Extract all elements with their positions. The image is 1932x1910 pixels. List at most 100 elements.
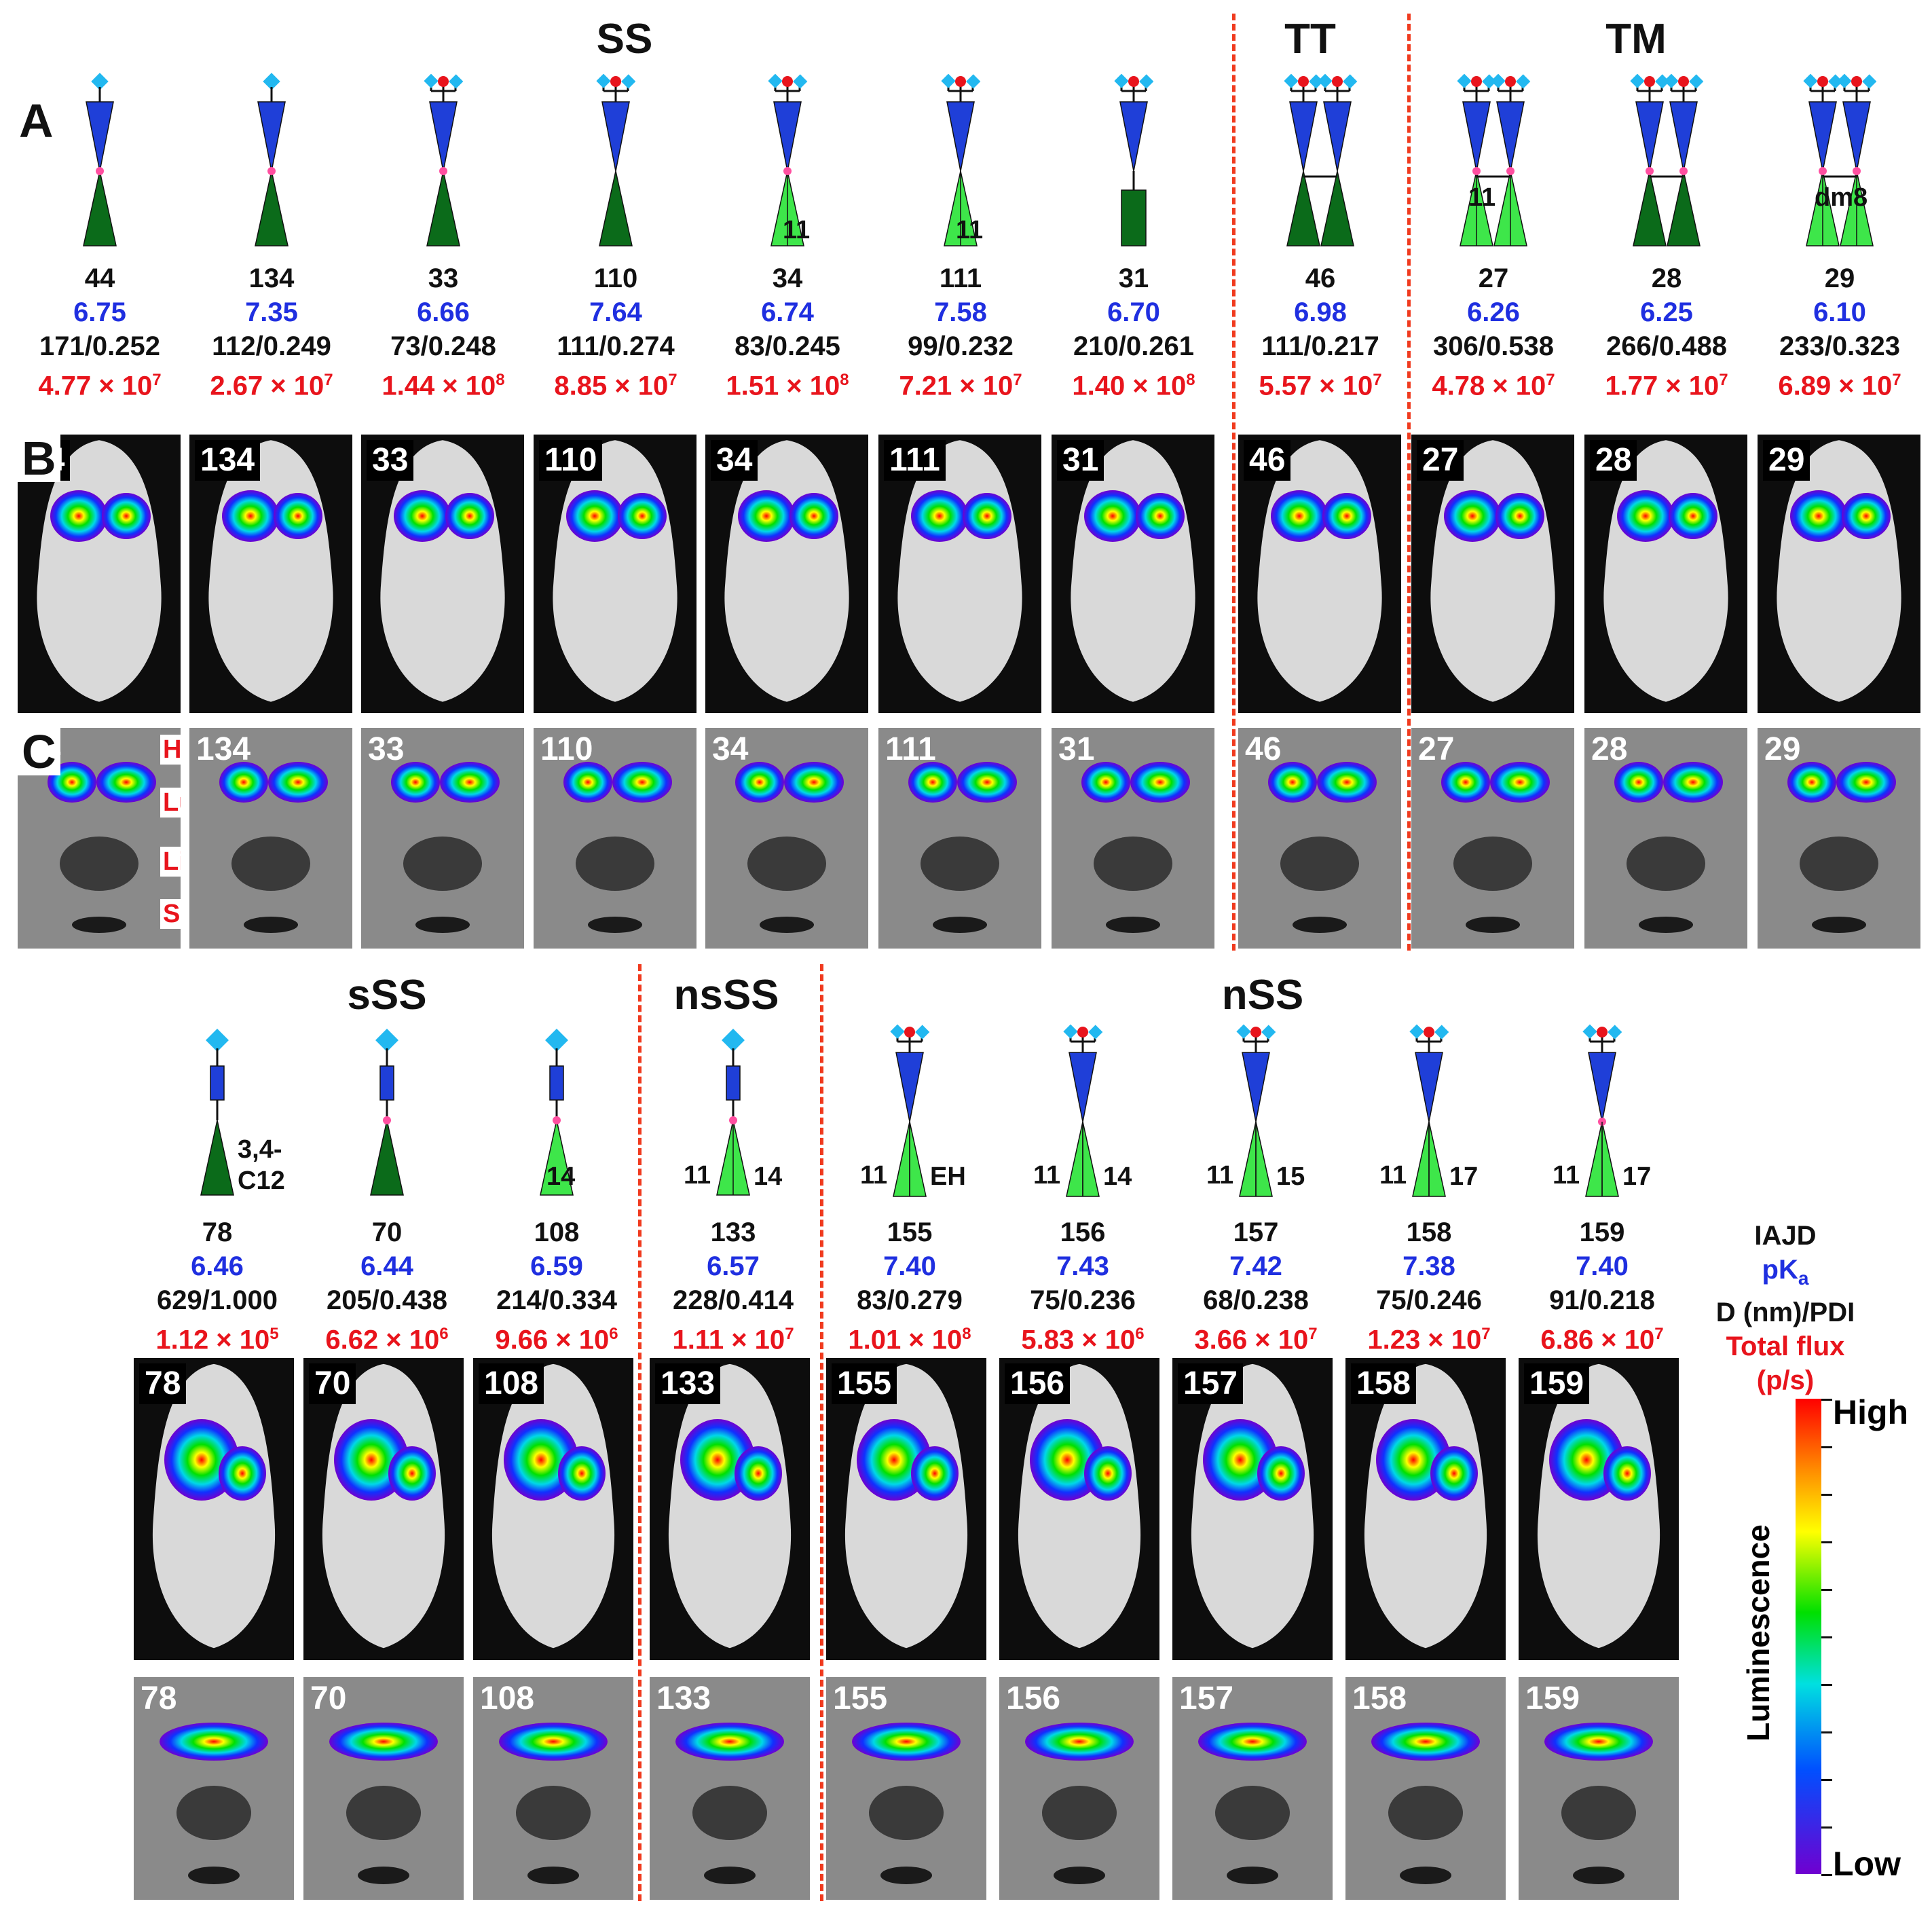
compound-values: 46 6.98 111/0.217 5.57 × 107 <box>1236 261 1405 403</box>
pka-value: 7.38 <box>1402 1251 1455 1281</box>
sugar-head <box>1332 76 1343 87</box>
sugar-head <box>1597 1027 1608 1037</box>
spleen <box>588 917 642 933</box>
hydrophilic-dendron <box>1323 101 1352 172</box>
total-flux-value: 6.89 × 107 <box>1755 363 1925 403</box>
organ-id-tag: 46 <box>1245 731 1282 767</box>
structure-label-left: 11 <box>1033 1161 1061 1190</box>
hydrophilic-block <box>726 1065 741 1101</box>
pka-value: 6.98 <box>1294 297 1347 327</box>
compound-values: 44 6.75 171/0.252 4.77 × 107 <box>15 261 185 403</box>
sugar-head <box>1862 74 1877 89</box>
panel-label-c: C <box>18 728 60 775</box>
legend-pka: pKa <box>1663 1253 1908 1296</box>
sugar-head <box>966 74 981 89</box>
flux-base: 4.77 × 10 <box>38 371 153 401</box>
luminescence-spot <box>1787 762 1836 803</box>
organ-label-lung: Lung <box>160 788 181 818</box>
structure-label-right: EH <box>930 1162 966 1191</box>
sugar-head <box>1689 74 1704 89</box>
organ-id-tag: 28 <box>1591 731 1628 767</box>
compound-column: 33 6.66 73/0.248 1.44 × 108 <box>358 68 528 951</box>
iajd-number: 78 <box>202 1217 233 1247</box>
hydrophilic-dendron <box>257 101 286 172</box>
compound-values: 31 6.70 210/0.261 1.40 × 108 <box>1049 261 1219 403</box>
compound-column: 11 17 159 7.40 91/0.218 6.86 × 107 <box>1517 1018 1687 1901</box>
iajd-number: 134 <box>248 263 295 293</box>
group-label-sss: sSS <box>347 972 427 1018</box>
compound-column: 11 34 6.74 83/0.245 1.51 × 108 <box>703 68 872 951</box>
pka-value: 6.74 <box>761 297 814 327</box>
spleen <box>1400 1867 1451 1884</box>
organ-id-tag: 108 <box>480 1681 535 1716</box>
group-label-nsss: nsSS <box>673 972 779 1018</box>
sugar-head <box>438 76 449 87</box>
colorbar-tick <box>1821 1874 1832 1876</box>
iajd-number: 111 <box>939 263 982 293</box>
mouse-image: 155 <box>826 1358 986 1660</box>
luminescence-spot <box>911 1446 959 1501</box>
iajd-number: 46 <box>1305 263 1336 293</box>
sugar-head <box>375 1029 398 1052</box>
liver <box>60 837 138 891</box>
organ-label-spleen: Spleen <box>160 899 181 929</box>
structure-label: 11 <box>783 216 811 244</box>
flux-base: 1.44 × 10 <box>382 371 496 401</box>
liver <box>1627 837 1705 891</box>
luminescence-spot <box>388 1446 436 1501</box>
luminescence-spot <box>1025 1723 1134 1761</box>
colorbar-low-label: Low <box>1833 1845 1901 1883</box>
luminescence-spot <box>1669 493 1717 539</box>
panel-label-a: A <box>19 94 54 147</box>
compound-column: 28 6.25 266/0.488 1.77 × 107 <box>1582 68 1751 951</box>
flux-exponent: 7 <box>1373 371 1382 389</box>
flux-base: 8.85 × 10 <box>554 371 669 401</box>
iajd-number: 157 <box>1233 1217 1279 1247</box>
luminescence-spot <box>391 762 440 803</box>
size-pdi-value: 99/0.232 <box>908 331 1014 361</box>
mouse-id-tag: 70 <box>309 1363 356 1404</box>
pka-value: 6.26 <box>1467 297 1520 327</box>
hydrophilic-dendron <box>895 1052 924 1122</box>
mouse-id-tag: 46 <box>1244 440 1291 481</box>
compound-values: 133 6.57 228/0.414 1.11 × 107 <box>648 1215 818 1357</box>
mouse-image: 70 <box>303 1358 464 1660</box>
compound-values: 27 6.26 306/0.538 4.78 × 107 <box>1409 261 1578 403</box>
organ-image: 111 <box>878 728 1041 949</box>
organ-image: 34 <box>705 728 868 949</box>
spleen <box>415 917 470 933</box>
sugar-head <box>1664 73 1679 88</box>
luminescence-spot <box>1371 1723 1480 1761</box>
hydrophobic-dendron <box>1633 170 1667 246</box>
dendrimer-structure <box>1630 73 1704 246</box>
liver <box>869 1786 944 1840</box>
luminescence-spot <box>735 1446 782 1501</box>
compound-values: 158 7.38 75/0.246 1.23 × 107 <box>1344 1215 1514 1357</box>
size-pdi-value: 73/0.248 <box>390 331 496 361</box>
size-pdi-value: 111/0.274 <box>557 331 675 361</box>
total-flux-value: 1.77 × 107 <box>1582 363 1751 403</box>
dendrimer-structure <box>890 1024 930 1197</box>
compound-column: 134 7.35 112/0.249 2.67 × 107 <box>187 68 356 951</box>
luminescence-spot <box>222 490 279 542</box>
size-pdi-value: 171/0.252 <box>39 331 160 361</box>
liver <box>1800 837 1878 891</box>
luminescence-spot <box>1198 1723 1307 1761</box>
iajd-number: 159 <box>1579 1217 1625 1247</box>
organ-id-tag: 156 <box>1006 1681 1061 1716</box>
group-label-ss: SS <box>596 16 653 62</box>
mouse-image: 46 <box>1238 435 1401 713</box>
organ-id-tag: 31 <box>1058 731 1095 767</box>
colorbar-axis-label: Luminescence <box>1741 1524 1776 1742</box>
luminescence-spot <box>1444 490 1501 542</box>
mouse-image: 27 <box>1411 435 1574 713</box>
total-flux-value: 5.83 × 106 <box>998 1317 1168 1357</box>
mouse-id-tag: 156 <box>1005 1363 1071 1404</box>
spleen <box>188 1867 240 1884</box>
colorbar-tick <box>1821 1446 1832 1448</box>
organ-image: 134 <box>189 728 352 949</box>
structure-label-left: 11 <box>684 1161 711 1190</box>
dendrimer-structure <box>424 73 464 246</box>
compound-values: 110 7.64 111/0.274 8.85 × 107 <box>531 261 701 403</box>
mouse-id-tag: 34 <box>711 440 758 481</box>
